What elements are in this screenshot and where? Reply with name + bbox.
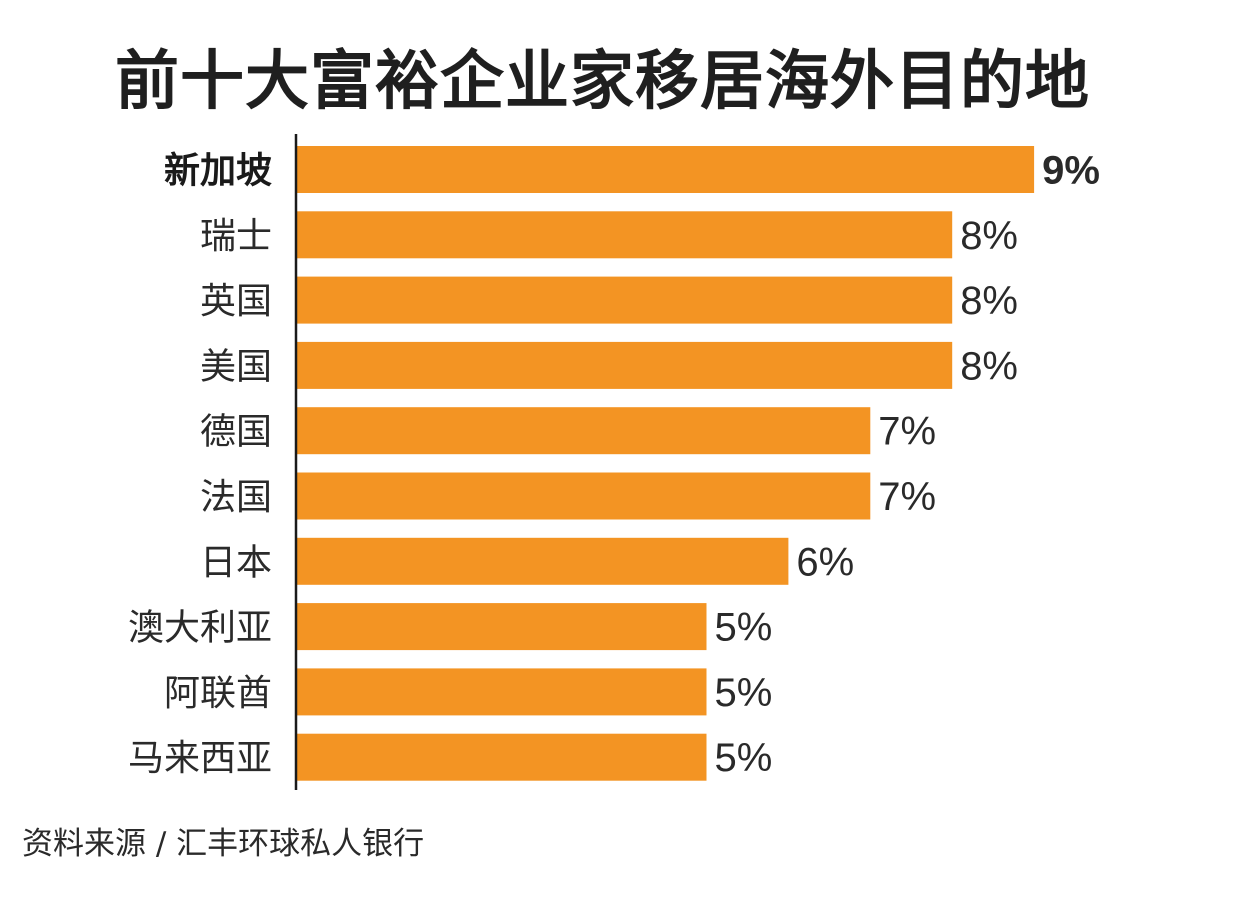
bar-4 (297, 407, 871, 455)
category-label: 马来西亚 (128, 738, 272, 779)
value-label: 7% (878, 475, 936, 519)
category-label: 澳大利亚 (128, 608, 272, 649)
value-label: 5% (715, 736, 773, 780)
value-label: 9% (1042, 149, 1100, 193)
bar-6 (297, 537, 789, 585)
value-label: 5% (715, 671, 773, 715)
bar-1 (297, 211, 953, 259)
category-label: 德国 (200, 412, 272, 453)
category-label: 阿联酋 (164, 673, 272, 714)
category-label: 英国 (200, 281, 272, 322)
category-label: 美国 (200, 346, 272, 387)
category-label: 新加坡 (164, 151, 272, 192)
bar-8 (297, 668, 707, 716)
chart-title: 前十大富裕企业家移居海外目的地 (115, 45, 1090, 119)
bar-3 (297, 341, 953, 389)
category-label: 瑞士 (200, 216, 272, 257)
bar-9 (297, 733, 707, 781)
value-label: 6% (796, 540, 854, 584)
value-label: 8% (960, 279, 1018, 323)
category-label: 法国 (200, 477, 272, 518)
bar-0 (297, 146, 1035, 193)
bar-7 (297, 603, 707, 651)
category-label: 日本 (200, 542, 272, 583)
value-label: 7% (878, 410, 936, 454)
value-label: 5% (715, 606, 773, 650)
bar-chart: 新加坡 9% 瑞士 8% 英国 8% 美国 8% 德国 7% 法国 7% 日本 6% 澳大利亚 5% 阿联酋 5%… (128, 134, 1100, 790)
value-label: 8% (960, 214, 1018, 258)
bar-5 (297, 472, 871, 520)
bars-layer: 新加坡 9% 瑞士 8% 英国 8% 美国 8% 德国 7% 法国 7% 日本 6% 澳大利亚 5% 阿联酋 5%… (128, 146, 1100, 781)
source-note: 资料来源 / 汇丰环球私人银行 (22, 826, 425, 862)
bar-2 (297, 276, 953, 324)
value-label: 8% (960, 344, 1018, 388)
